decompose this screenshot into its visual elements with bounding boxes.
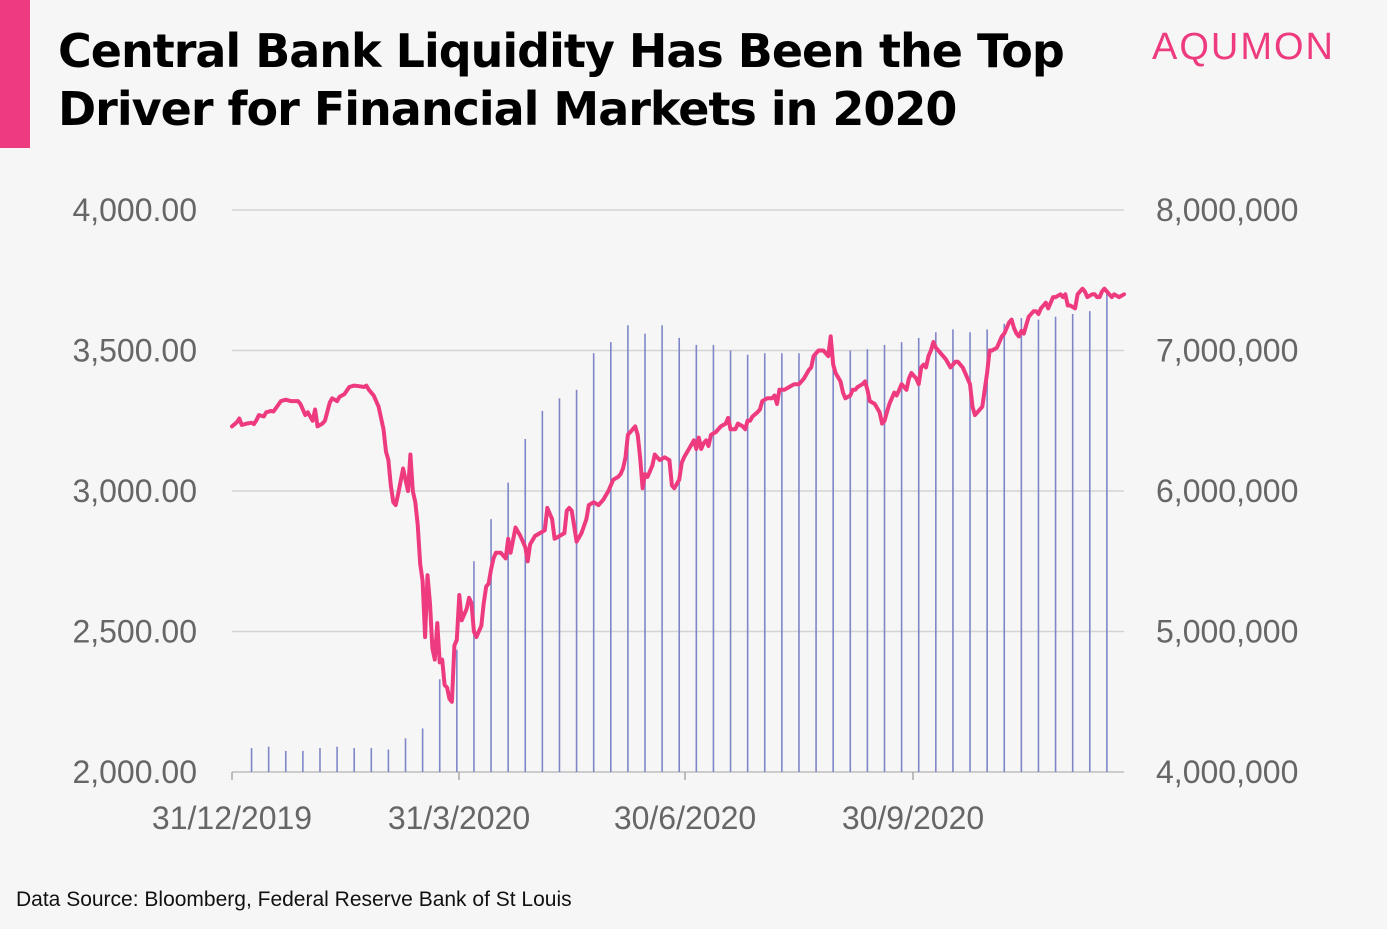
y-right-axis: 4,000,000 5,000,000 6,000,000 7,000,000 8,00… bbox=[1156, 192, 1298, 790]
index-line-series bbox=[230, 286, 1126, 704]
y-left-tick-label: 4,000.00 bbox=[72, 192, 197, 228]
y-right-tick-label: 8,000,000 bbox=[1156, 192, 1298, 228]
y-left-tick-label: 3,000.00 bbox=[72, 473, 197, 509]
chart-title: Central Bank Liquidity Has Been the Top … bbox=[58, 24, 1065, 136]
gridlines bbox=[232, 209, 1124, 773]
x-axis: 31/12/2019 31/3/2020 30/6/2020 30/9/2020 bbox=[152, 772, 984, 836]
y-right-tick-label: 6,000,000 bbox=[1156, 473, 1298, 509]
x-tick-label: 30/9/2020 bbox=[842, 800, 984, 836]
y-left-tick-label: 2,000.00 bbox=[72, 754, 197, 790]
x-tick-label: 31/12/2019 bbox=[152, 800, 312, 836]
y-left-axis: 2,000.00 2,500.00 3,000.00 3,500.00 4,000.00 bbox=[72, 192, 197, 790]
data-source-note: Data Source: Bloomberg, Federal Reserve … bbox=[16, 888, 572, 911]
y-right-tick-label: 4,000,000 bbox=[1156, 754, 1298, 790]
y-right-tick-label: 7,000,000 bbox=[1156, 333, 1298, 369]
y-right-tick-label: 5,000,000 bbox=[1156, 614, 1298, 650]
x-tick-label: 30/6/2020 bbox=[614, 800, 756, 836]
y-left-tick-label: 3,500.00 bbox=[72, 333, 197, 369]
liquidity-bars bbox=[250, 291, 1108, 772]
y-left-tick-label: 2,500.00 bbox=[72, 614, 197, 650]
accent-bar bbox=[0, 0, 30, 148]
x-tick-label: 31/3/2020 bbox=[388, 800, 530, 836]
index-line bbox=[230, 286, 1126, 704]
aqumon-logo: AQUMON bbox=[1152, 26, 1335, 68]
